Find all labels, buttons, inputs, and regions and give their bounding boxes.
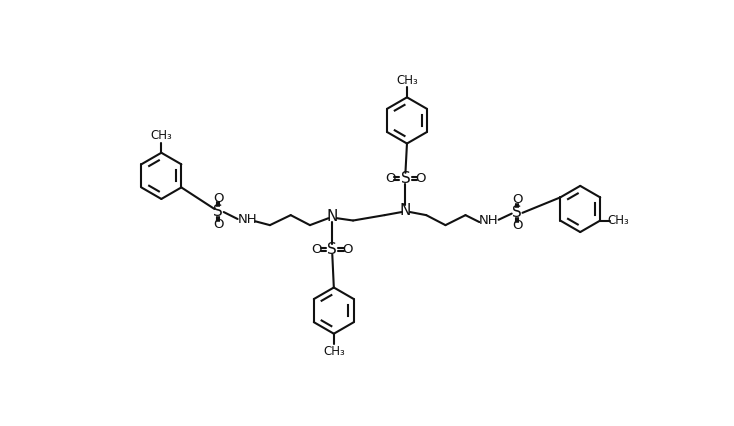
Text: CH₃: CH₃ — [323, 345, 345, 358]
Text: S: S — [512, 205, 522, 220]
Text: O: O — [343, 242, 353, 256]
Text: O: O — [512, 219, 523, 233]
Text: S: S — [214, 204, 223, 219]
Text: NH: NH — [479, 214, 498, 227]
Text: CH₃: CH₃ — [150, 130, 172, 142]
Text: N: N — [400, 203, 411, 218]
Text: O: O — [213, 218, 224, 231]
Text: N: N — [327, 209, 338, 224]
Text: NH: NH — [238, 213, 258, 226]
Text: S: S — [327, 242, 337, 256]
Text: O: O — [312, 242, 322, 256]
Text: O: O — [415, 172, 426, 184]
Text: O: O — [512, 193, 523, 206]
Text: O: O — [213, 192, 224, 204]
Text: S: S — [401, 171, 410, 186]
Text: O: O — [385, 172, 396, 184]
Text: CH₃: CH₃ — [396, 74, 418, 87]
Text: CH₃: CH₃ — [608, 214, 630, 227]
